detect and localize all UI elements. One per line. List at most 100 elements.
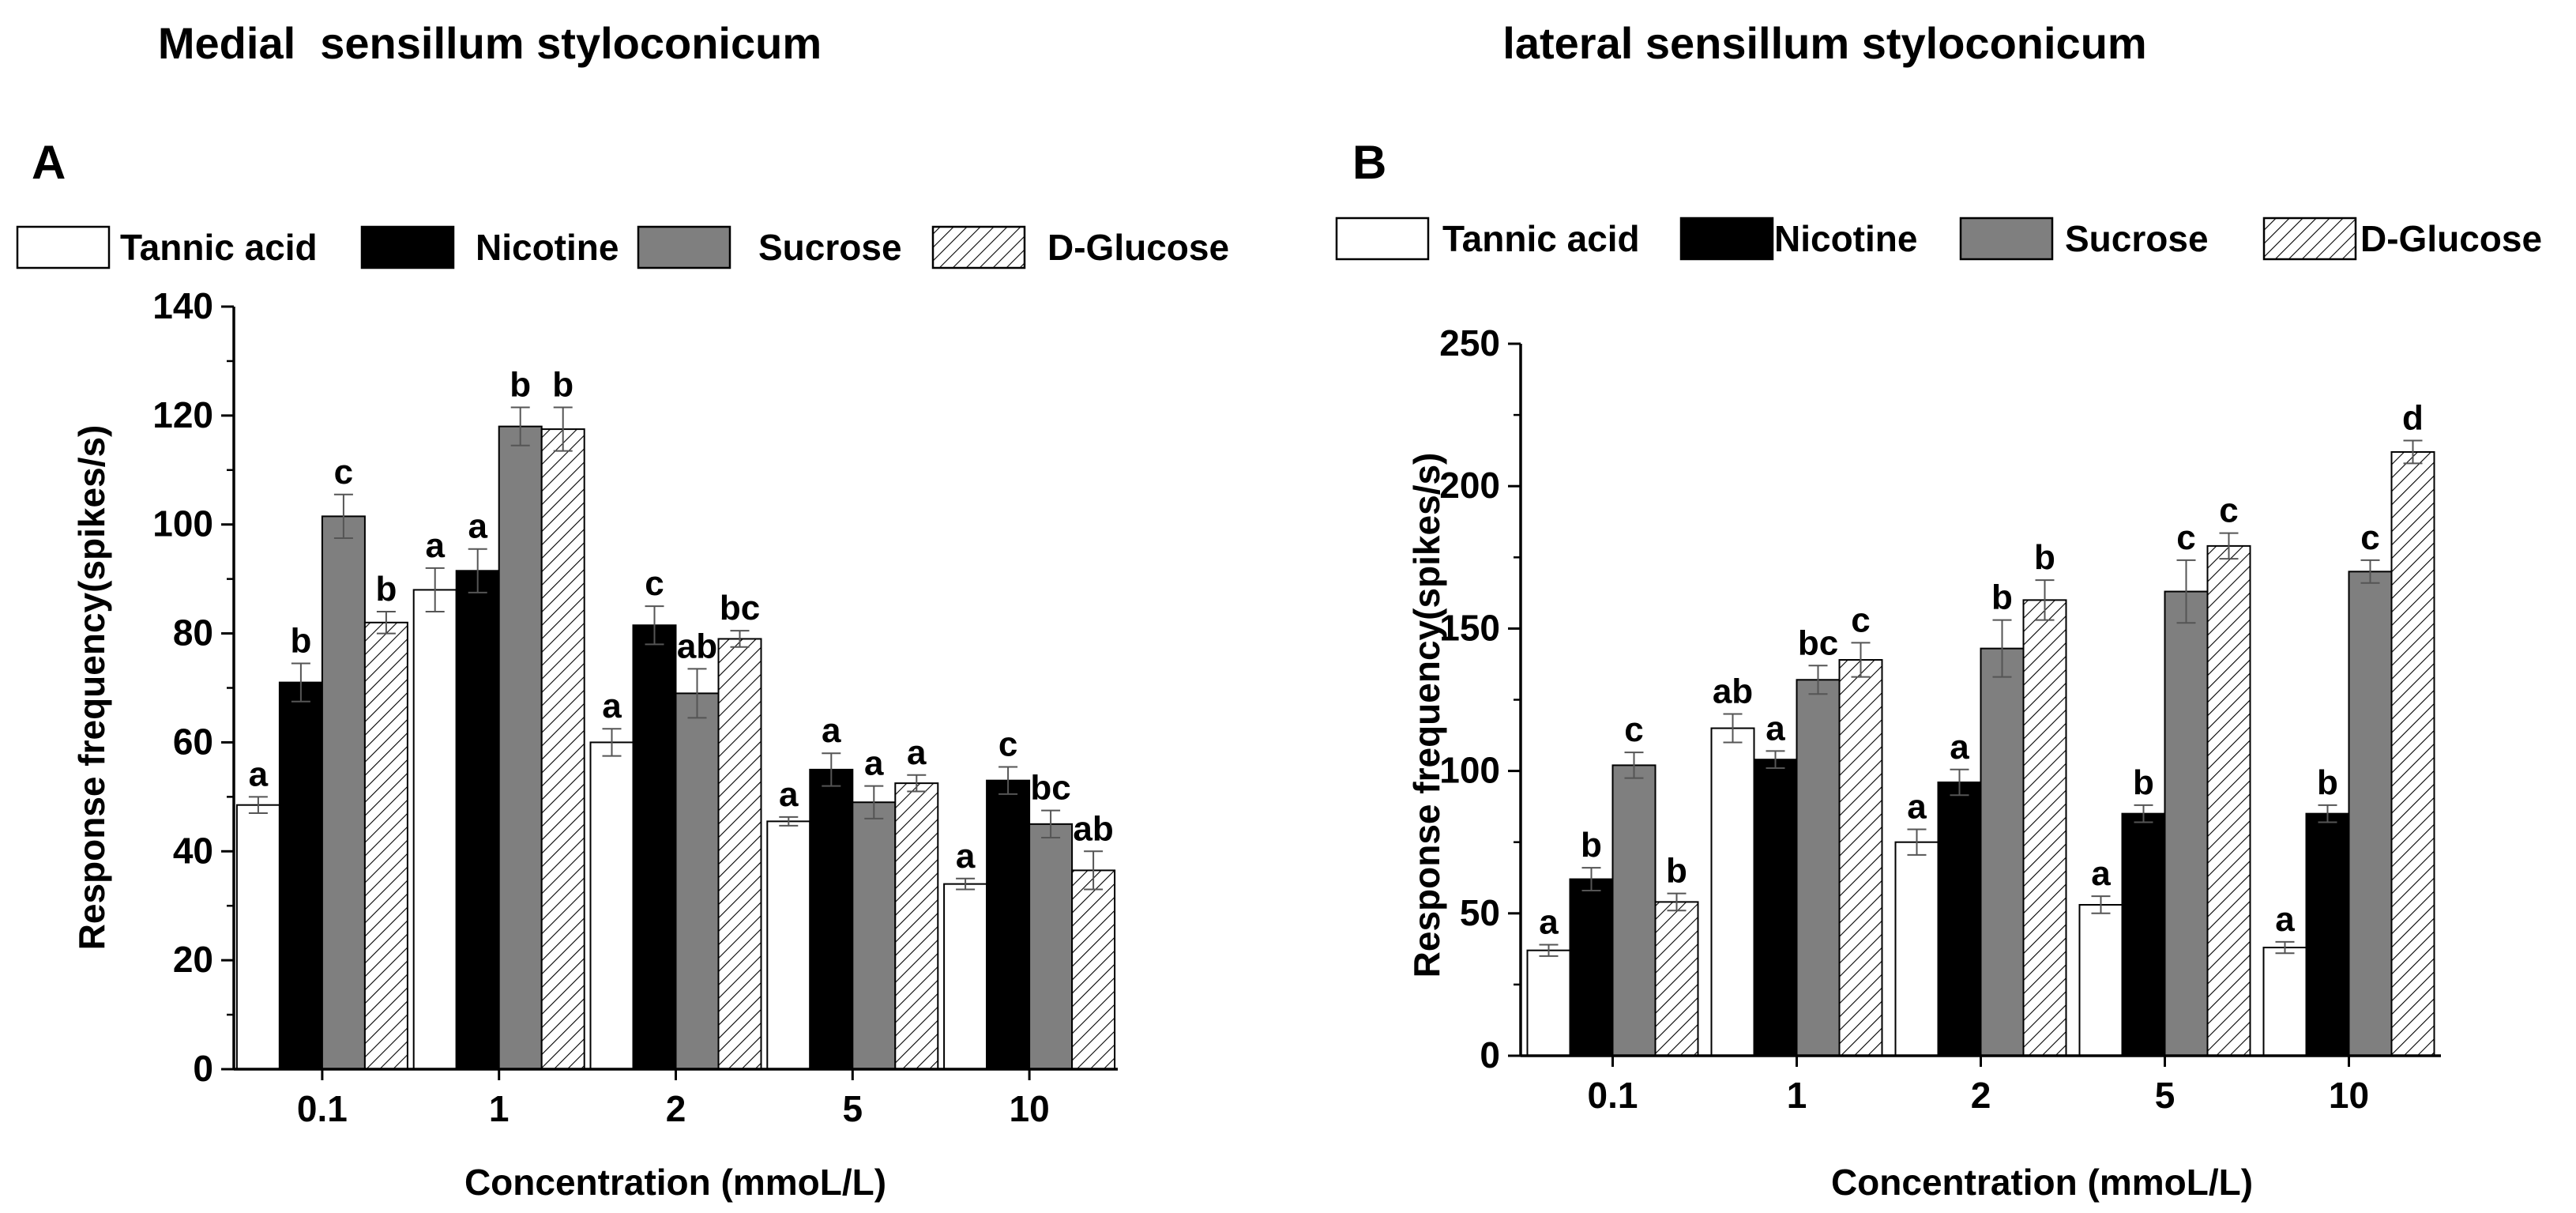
sig-letter-b-1-1: a [1766, 709, 1785, 748]
sig-letter-a-0-2: a [602, 687, 622, 725]
bar-b-1-3 [2121, 812, 2166, 1057]
x-tick-label-a-2: 2 [666, 1088, 686, 1129]
bar-a-0-3 [766, 820, 811, 1070]
legend-label-b-1: Nicotine [1774, 218, 1917, 259]
x-tick-label-b-4: 10 [2329, 1075, 2369, 1116]
y-tick-label-b-3: 150 [1439, 607, 1500, 648]
bar-b-0-3 [2078, 903, 2123, 1057]
sig-letter-a-3-1: b [552, 366, 573, 405]
sig-letter-a-3-2: bc [720, 589, 760, 627]
sig-letter-a-0-4: a [956, 837, 976, 876]
bar-a-3-0 [363, 621, 408, 1070]
sig-letter-a-1-4: c [998, 725, 1017, 763]
legend-label-a-3: D-Glucose [1047, 227, 1229, 268]
x-tick-label-a-3: 5 [843, 1088, 863, 1129]
bar-b-0-1 [1710, 727, 1755, 1057]
bar-b-3-1 [1838, 659, 1883, 1057]
x-tick-label-a-1: 1 [489, 1088, 510, 1129]
legend-label-b-0: Tannic acid [1442, 218, 1640, 259]
bar-a-0-2 [589, 741, 634, 1071]
y-tick-label-a-4: 80 [173, 612, 213, 654]
sig-letter-a-1-1: a [468, 507, 487, 546]
sig-letter-b-0-0: a [1539, 902, 1559, 941]
y-tick-label-a-2: 40 [173, 830, 213, 871]
sig-letter-b-3-4: d [2402, 399, 2424, 438]
legend-swatch-b-0 [1335, 217, 1430, 261]
sig-letter-b-2-4: c [2360, 518, 2379, 557]
y-tick-label-b-0: 0 [1480, 1034, 1500, 1076]
legend-swatch-b-2 [1959, 217, 2054, 261]
bar-a-1-0 [278, 681, 323, 1070]
legend-swatch-b-3 [2262, 217, 2357, 261]
panel-b-title: lateral sensillum styloconicum [1502, 18, 2146, 68]
bar-b-3-3 [2206, 544, 2251, 1057]
bar-b-2-2 [1980, 647, 2025, 1057]
panel-b: lateral sensillum styloconicum B Concent… [1335, 18, 2542, 1203]
bar-a-3-2 [717, 638, 762, 1070]
y-tick-label-a-7: 140 [152, 285, 213, 326]
y-tick-label-a-1: 20 [173, 939, 213, 980]
legend-swatch-a-0 [16, 225, 111, 269]
bar-a-2-3 [852, 801, 897, 1070]
bar-a-2-2 [675, 692, 720, 1071]
sig-letter-a-2-3: a [864, 744, 884, 783]
sig-letter-b-0-4: a [2275, 900, 2295, 939]
sig-letter-a-1-0: b [290, 621, 311, 660]
bar-b-1-2 [1937, 782, 1982, 1057]
sig-letter-b-3-1: c [1851, 601, 1870, 639]
panel-a: Medial sensillum styloconicum A Concentr… [16, 18, 1229, 1203]
y-tick-label-b-4: 200 [1439, 465, 1500, 506]
legend-label-a-1: Nicotine [476, 227, 619, 268]
y-tick-label-a-5: 100 [152, 503, 213, 544]
bar-b-2-4 [2348, 571, 2393, 1057]
bar-b-3-4 [2390, 450, 2435, 1057]
sig-letter-b-1-4: b [2317, 763, 2338, 802]
legend-label-b-2: Sucrose [2065, 218, 2209, 259]
bar-b-0-0 [1526, 949, 1571, 1057]
y-tick-label-a-0: 0 [193, 1048, 213, 1089]
bar-a-3-1 [540, 428, 585, 1070]
sig-letter-a-1-3: a [822, 711, 841, 750]
legend-swatch-a-2 [637, 225, 731, 269]
sig-letter-b-0-1: ab [1713, 672, 1753, 711]
legend-swatch-a-1 [360, 225, 455, 269]
sig-letter-b-3-3: c [2219, 492, 2238, 530]
panel-a-title: Medial sensillum styloconicum [158, 18, 822, 68]
bar-a-3-4 [1071, 869, 1116, 1071]
x-tick-label-a-4: 10 [1010, 1088, 1050, 1129]
sig-letter-b-2-1: bc [1798, 623, 1838, 662]
bar-b-2-0 [1611, 764, 1657, 1057]
y-tick-label-a-6: 120 [152, 394, 213, 435]
sig-letter-a-2-2: ab [677, 627, 717, 665]
sig-letter-a-0-0: a [249, 755, 269, 793]
x-tick-label-a-0: 0.1 [297, 1088, 348, 1129]
y-tick-label-a-3: 60 [173, 721, 213, 762]
sig-letter-a-3-3: a [907, 733, 927, 772]
y-tick-label-b-2: 100 [1439, 750, 1500, 791]
panel-b-marks: Tannic acid Nicotine Sucrose D-Glucoseabcb0… [1335, 217, 2542, 1116]
legend-swatch-b-1 [1679, 217, 1774, 261]
bar-a-1-1 [455, 570, 500, 1070]
panel-b-xlabel: Concentration (mmoL/L) [1831, 1162, 2253, 1203]
sig-letter-b-1-2: a [1950, 728, 1969, 767]
panel-a-marks: Tannic acid Nicotine Sucrose D-Glucoseabcb0… [16, 225, 1229, 1129]
bar-b-3-0 [1654, 901, 1699, 1057]
bar-b-0-2 [1894, 841, 1939, 1057]
bar-a-0-0 [235, 804, 280, 1070]
panel-b-label: B [1352, 136, 1386, 189]
bar-b-1-1 [1753, 759, 1798, 1057]
sig-letter-a-1-2: c [645, 564, 664, 603]
y-tick-label-b-5: 250 [1439, 322, 1500, 364]
sig-letter-b-3-0: b [1666, 852, 1687, 891]
sig-letter-b-2-2: b [1991, 578, 2013, 617]
bar-a-1-2 [632, 624, 677, 1070]
sig-letter-b-1-3: b [2133, 763, 2154, 802]
sig-letter-b-0-3: a [2091, 854, 2111, 893]
x-tick-label-b-1: 1 [1787, 1075, 1807, 1116]
panel-b-ylabel: Response frequency(spikes/s) [1406, 453, 1447, 978]
legend-label-a-0: Tannic acid [120, 227, 318, 268]
x-tick-label-b-3: 5 [2155, 1075, 2175, 1116]
sig-letter-b-1-0: b [1581, 826, 1602, 865]
